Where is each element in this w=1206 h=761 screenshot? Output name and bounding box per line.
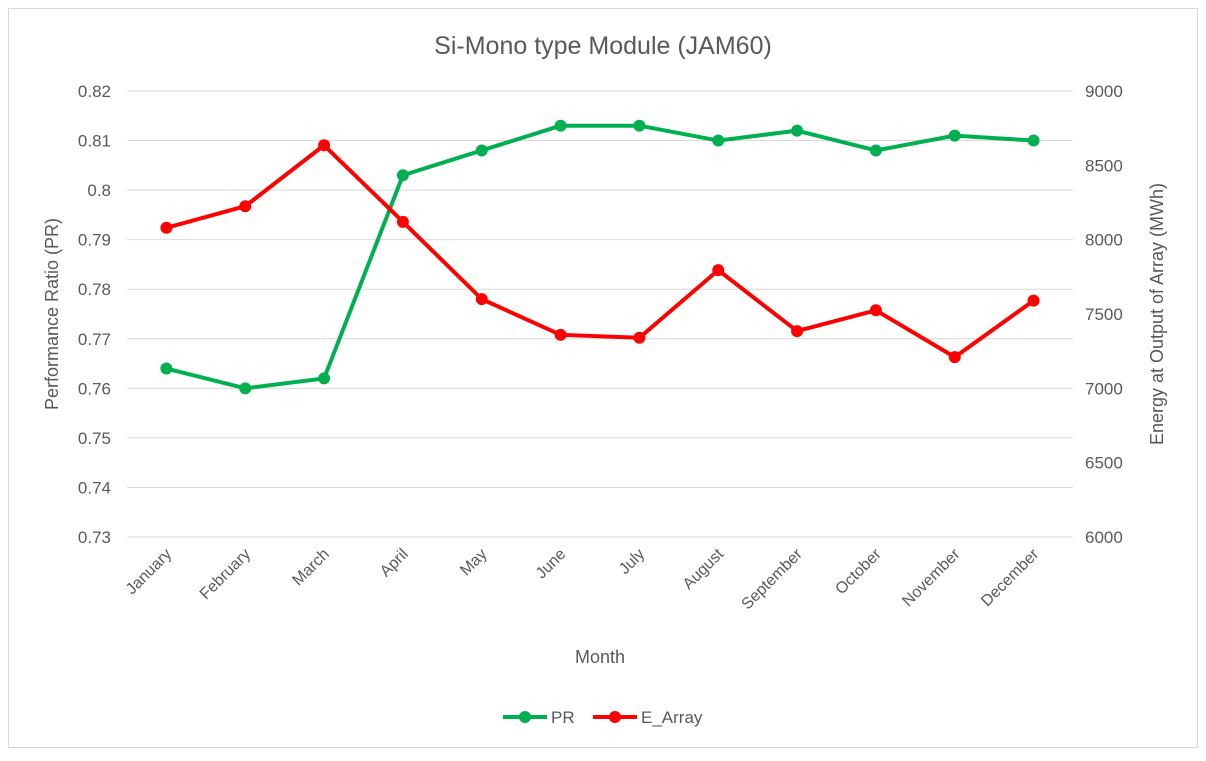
legend-marker-E_Array [609, 711, 621, 723]
y-tick-label: 0.79 [78, 231, 111, 250]
legend-marker-PR [519, 711, 531, 723]
y2-tick-label: 9000 [1085, 82, 1123, 101]
data-point-PR [791, 124, 804, 137]
y-tick-label: 0.82 [78, 82, 111, 101]
data-point-PR [633, 119, 646, 132]
legend: PR E_Array [503, 708, 703, 727]
data-point-PR [948, 129, 961, 142]
data-point-PR [712, 134, 725, 147]
y-tick-label: 0.8 [87, 181, 111, 200]
series-line-PR [165, 123, 1034, 391]
data-point-E_Array [239, 200, 252, 213]
data-point-PR [239, 382, 252, 395]
data-point-PR [396, 169, 409, 182]
data-point-E_Array [160, 221, 173, 234]
y2-tick-label: 7500 [1085, 305, 1123, 324]
data-point-E_Array [318, 139, 331, 152]
data-point-PR [318, 372, 331, 385]
y-tick-label: 0.77 [78, 330, 111, 349]
legend-label-E_Array: E_Array [641, 708, 703, 727]
y2-tick-label: 8500 [1085, 156, 1123, 175]
y2-tick-label: 8000 [1085, 231, 1123, 250]
data-point-E_Array [791, 325, 804, 338]
y-tick-label: 0.76 [78, 379, 111, 398]
data-point-E_Array [1027, 294, 1040, 307]
y-tick-label: 0.74 [78, 478, 111, 497]
series-line-E_Array [165, 143, 1035, 360]
y2-tick-label: 6000 [1085, 528, 1123, 547]
data-point-E_Array [554, 328, 567, 341]
y2-axis-label: Energy at Output of Array (MWh) [1147, 183, 1167, 445]
data-point-PR [869, 144, 882, 157]
y-tick-label: 0.75 [78, 429, 111, 448]
legend-label-PR: PR [551, 708, 575, 727]
y2-tick-label: 6500 [1085, 454, 1123, 473]
y2-tick-label: 7000 [1085, 379, 1123, 398]
data-point-E_Array [475, 293, 488, 306]
data-point-PR [160, 362, 173, 375]
data-point-PR [554, 119, 567, 132]
y-tick-label: 0.81 [78, 132, 111, 151]
y-tick-label: 0.73 [78, 528, 111, 547]
data-point-E_Array [869, 304, 882, 317]
data-point-E_Array [396, 215, 409, 228]
data-point-E_Array [948, 351, 961, 364]
y-axis-label: Performance Ratio (PR) [42, 218, 62, 410]
data-point-E_Array [712, 264, 725, 277]
y-tick-label: 0.78 [78, 280, 111, 299]
chart-title: Si-Mono type Module (JAM60) [434, 32, 772, 60]
x-axis-label: Month [575, 647, 625, 667]
chart-border [8, 8, 1198, 748]
data-point-E_Array [633, 331, 646, 344]
data-point-PR [475, 144, 488, 157]
data-point-PR [1027, 134, 1040, 147]
